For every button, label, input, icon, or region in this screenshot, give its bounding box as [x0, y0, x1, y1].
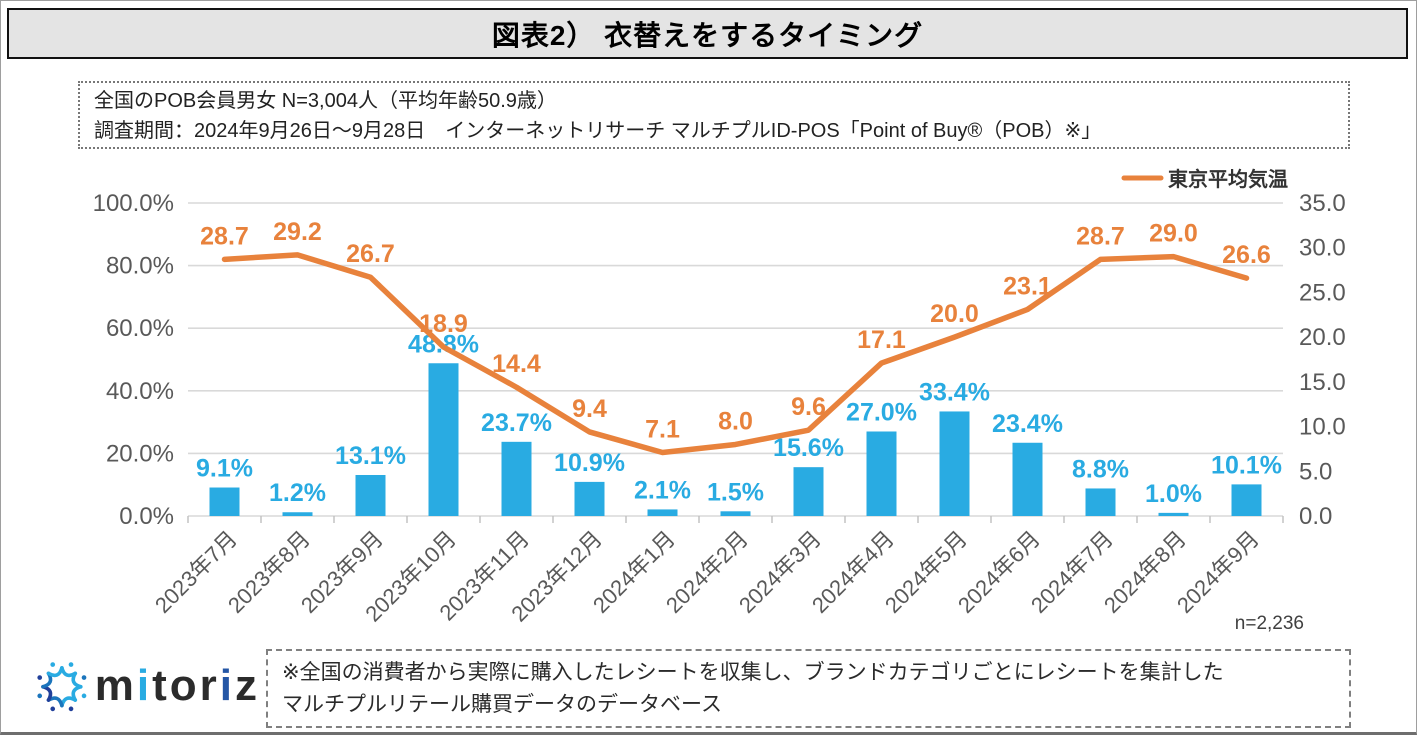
- bar-value-label: 15.6%: [773, 434, 844, 462]
- logo-dot: [68, 662, 74, 667]
- y-axis-left-tick: 80.0%: [106, 253, 174, 280]
- y-axis-left-tick: 0.0%: [119, 503, 174, 530]
- bar-value-label: 10.9%: [554, 449, 625, 477]
- bar: [209, 487, 240, 516]
- logo-burst-segment: [60, 696, 78, 708]
- footnote-box: ※全国の消費者から実際に購入したレシートを収集し、ブランドカテゴリごとにレシート…: [266, 649, 1351, 728]
- sample-size-note: n=2,236: [1234, 613, 1304, 634]
- bar: [866, 431, 897, 516]
- bar-value-label: 1.0%: [1145, 480, 1202, 508]
- line-value-label: 18.9: [419, 310, 468, 338]
- bar: [720, 511, 751, 516]
- bar: [1231, 484, 1262, 516]
- y-axis-right-tick: 30.0: [1299, 235, 1346, 262]
- bar-value-label: 33.4%: [919, 378, 990, 406]
- bar-value-label: 9.1%: [196, 455, 253, 483]
- y-axis-left-tick: 20.0%: [106, 440, 174, 467]
- logo-dot: [50, 706, 56, 712]
- logo-dot: [37, 675, 43, 680]
- logo-dot: [50, 662, 56, 667]
- y-axis-right-tick: 35.0: [1299, 190, 1346, 217]
- y-axis-right-tick: 25.0: [1299, 279, 1346, 306]
- mitoriz-logo-text: mitoriz: [95, 661, 260, 711]
- bar: [647, 509, 678, 516]
- logo-dot: [68, 706, 74, 712]
- line-value-label: 9.4: [572, 395, 607, 423]
- temperature-line: [221, 252, 1250, 456]
- logo-burst-segment: [46, 666, 64, 678]
- bar-value-label: 2.1%: [634, 476, 691, 504]
- mitoriz-logo-icon: [37, 662, 87, 712]
- bar-value-label: 23.7%: [481, 409, 552, 437]
- y-axis-right-tick: 20.0: [1299, 324, 1346, 351]
- line-value-label: 26.6: [1222, 241, 1271, 269]
- bar: [1012, 442, 1043, 516]
- bar: [282, 512, 313, 516]
- bar-value-label: 1.5%: [707, 478, 764, 506]
- combo-chart: 100.0% 80.0% 60.0% 40.0% 20.0% 0.0% 35.0 30.0 25…: [93, 167, 1346, 627]
- line-value-label: 29.2: [273, 218, 322, 246]
- logo-letter: m: [94, 661, 137, 710]
- line-value-label: 14.4: [492, 350, 541, 378]
- bar-value-label: 10.1%: [1211, 451, 1282, 479]
- logo-letter: tor: [152, 661, 220, 710]
- footnote-line2: マルチプルリテール購買データのデータベース: [282, 693, 722, 716]
- bar: [501, 441, 532, 516]
- y-axis-left-tick: 40.0%: [106, 378, 174, 405]
- footnote-line1: ※全国の消費者から実際に購入したレシートを収集し、ブランドカテゴリごとにレシート…: [282, 661, 1224, 684]
- line-value-label: 8.0: [718, 407, 753, 435]
- page-title: 図表2） 衣替えをするタイミング: [491, 19, 924, 51]
- line-value-label: 29.0: [1149, 220, 1198, 248]
- line-value-label: 17.1: [857, 326, 906, 354]
- logo-letter: i: [136, 661, 153, 710]
- logo-letter: i: [219, 661, 235, 710]
- bar: [1085, 488, 1116, 516]
- line-value-label: 28.7: [200, 222, 249, 250]
- survey-info-line2: 調査期間：2024年9月26日〜9月28日 インターネットリサーチ マルチプルI…: [94, 120, 1102, 142]
- bar-value-label: 23.4%: [992, 410, 1063, 438]
- survey-info-box: 全国のPOB会員男女 N=3,004人（平均年齢50.9歳） 調査期間：2024…: [78, 81, 1350, 149]
- chart-area: 100.0% 80.0% 60.0% 40.0% 20.0% 0.0% 35.0 30.0 25…: [71, 159, 1391, 641]
- logo-dot: [81, 675, 87, 680]
- bar-value-label: 13.1%: [335, 442, 406, 470]
- mitoriz-logo: mitoriz: [35, 646, 260, 726]
- y-axis-left-tick: 60.0%: [106, 315, 174, 342]
- bar: [939, 411, 970, 516]
- bar: [574, 481, 605, 516]
- logo-burst-segment: [41, 684, 53, 702]
- line-value-label: 20.0: [930, 300, 979, 328]
- y-axis-right-tick: 15.0: [1299, 369, 1346, 396]
- line-value-label: 28.7: [1076, 222, 1125, 250]
- y-axis-right-tick: 5.0: [1299, 458, 1332, 485]
- chart-title-bar: 図表2） 衣替えをするタイミング: [7, 8, 1408, 59]
- y-axis-right-tick: 10.0: [1299, 414, 1346, 441]
- line-value-label: 7.1: [645, 416, 680, 444]
- survey-info-line1: 全国のPOB会員男女 N=3,004人（平均年齢50.9歳）: [94, 90, 557, 112]
- bar: [1158, 512, 1189, 516]
- bar-value-label: 8.8%: [1072, 455, 1129, 483]
- bar: [355, 474, 386, 516]
- bar: [428, 363, 459, 516]
- legend-label: 東京平均気温: [1168, 167, 1288, 191]
- logo-letter: z: [235, 661, 260, 710]
- y-axis-right-tick: 0.0: [1299, 503, 1332, 530]
- bar-value-label: 1.2%: [269, 479, 326, 507]
- line-value-label: 26.7: [346, 240, 395, 268]
- bar-value-label: 27.0%: [846, 398, 917, 426]
- y-axis-left-tick: 100.0%: [93, 190, 174, 217]
- logo-dot: [81, 693, 87, 699]
- logo-burst-segment: [71, 671, 83, 689]
- line-value-label: 23.1: [1003, 272, 1052, 300]
- logo-dot: [37, 693, 43, 699]
- line-value-label: 9.6: [791, 393, 826, 421]
- bar: [793, 467, 824, 516]
